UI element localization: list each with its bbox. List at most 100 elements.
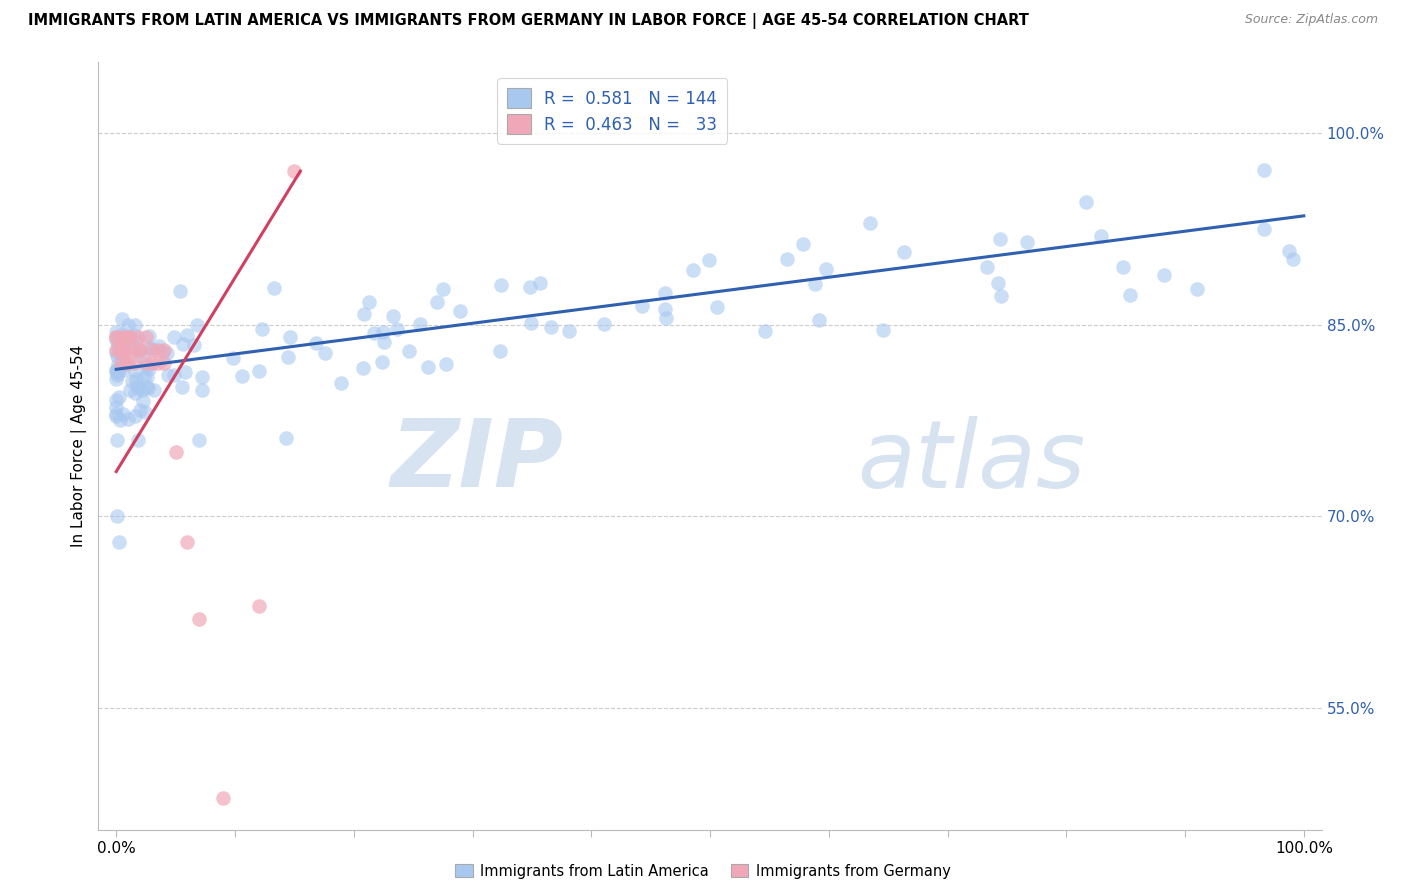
Point — [163, 329, 186, 343]
Point — [107, 390, 129, 404]
Point — [170, 380, 193, 394]
Point — [183, 338, 205, 352]
Point — [373, 335, 395, 350]
Text: IMMIGRANTS FROM LATIN AMERICA VS IMMIGRANTS FROM GERMANY IN LABOR FORCE | AGE 45: IMMIGRANTS FROM LATIN AMERICA VS IMMIGRA… — [28, 13, 1029, 29]
Point — [105, 343, 128, 357]
Point — [173, 365, 195, 379]
Point — [111, 326, 134, 341]
Point — [107, 366, 129, 380]
Point — [135, 330, 157, 344]
Point — [988, 232, 1011, 246]
Point — [105, 401, 128, 415]
Point — [176, 534, 198, 549]
Point — [1015, 235, 1038, 250]
Point — [122, 328, 145, 343]
Point — [808, 312, 831, 326]
Point — [141, 343, 163, 357]
Point — [165, 445, 187, 459]
Point — [152, 345, 174, 359]
Point — [107, 343, 129, 357]
Point — [118, 383, 141, 397]
Point — [654, 286, 676, 301]
Point — [987, 276, 1010, 290]
Point — [112, 347, 135, 361]
Point — [117, 343, 139, 357]
Point — [111, 363, 134, 377]
Point — [134, 370, 156, 384]
Point — [111, 336, 134, 351]
Point — [1278, 244, 1301, 259]
Point — [129, 403, 152, 417]
Point — [105, 330, 128, 344]
Point — [129, 343, 152, 357]
Point — [136, 370, 159, 384]
Point — [105, 333, 128, 347]
Point — [112, 357, 135, 371]
Point — [120, 330, 142, 344]
Point — [1090, 229, 1112, 244]
Point — [1253, 222, 1275, 236]
Point — [314, 346, 336, 360]
Point — [330, 376, 353, 391]
Point — [110, 356, 132, 370]
Point — [131, 383, 153, 397]
Point — [172, 336, 194, 351]
Point — [135, 356, 157, 370]
Point — [814, 262, 837, 277]
Point — [231, 369, 253, 384]
Point — [803, 277, 825, 292]
Point — [127, 330, 149, 344]
Point — [105, 364, 128, 378]
Point — [697, 253, 720, 268]
Point — [792, 237, 814, 252]
Point — [409, 317, 432, 331]
Point — [152, 356, 174, 370]
Point — [1253, 163, 1275, 178]
Point — [111, 407, 134, 421]
Point — [381, 309, 404, 323]
Point — [138, 329, 160, 343]
Point — [363, 326, 385, 340]
Point — [247, 599, 270, 613]
Point — [146, 356, 169, 370]
Point — [371, 325, 394, 339]
Point — [124, 318, 146, 332]
Point — [893, 245, 915, 260]
Point — [152, 343, 174, 357]
Point — [127, 379, 149, 393]
Point — [107, 357, 129, 371]
Point — [125, 371, 148, 385]
Point — [146, 343, 169, 357]
Point — [277, 350, 299, 364]
Point — [128, 380, 150, 394]
Point — [108, 331, 131, 345]
Point — [138, 361, 160, 376]
Point — [190, 370, 212, 384]
Point — [105, 368, 128, 382]
Text: atlas: atlas — [856, 416, 1085, 507]
Point — [105, 349, 128, 363]
Point — [1153, 268, 1175, 282]
Point — [191, 383, 214, 397]
Point — [682, 263, 704, 277]
Point — [489, 278, 512, 293]
Point — [124, 333, 146, 347]
Point — [416, 359, 439, 374]
Point — [111, 330, 134, 344]
Point — [250, 322, 273, 336]
Point — [305, 336, 328, 351]
Point — [127, 433, 149, 447]
Point — [352, 360, 374, 375]
Point — [247, 364, 270, 378]
Point — [263, 281, 285, 295]
Point — [169, 285, 191, 299]
Point — [398, 344, 420, 359]
Point — [108, 534, 131, 549]
Point — [108, 413, 131, 427]
Point — [141, 343, 163, 357]
Point — [212, 790, 235, 805]
Point — [432, 282, 454, 296]
Point — [134, 405, 156, 419]
Point — [124, 409, 146, 423]
Point — [188, 433, 211, 447]
